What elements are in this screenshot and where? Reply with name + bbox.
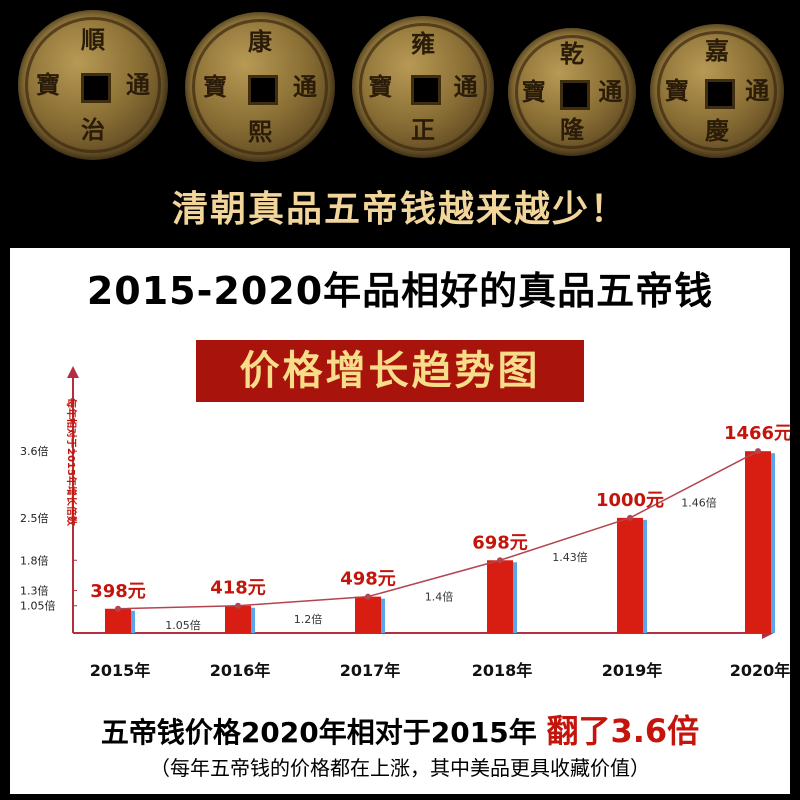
kangxi-coin: 康熙寶 通 [185, 12, 335, 162]
coin-square-hole [560, 80, 590, 110]
growth-label: 1.4倍 [425, 589, 454, 603]
qianlong-coin: 乾隆寶 通 [508, 28, 636, 156]
value-label: 398元 [90, 581, 146, 602]
value-label: 418元 [210, 578, 266, 599]
coin-inscription: 通 [453, 72, 478, 101]
jiaqing-coin: 嘉慶寶 通 [650, 24, 784, 158]
coin-inscription: 嘉 [705, 35, 729, 65]
summary-prefix: 五帝钱价格2020年相对于2015年 [100, 716, 537, 749]
value-label: 498元 [340, 569, 396, 590]
summary-line: 五帝钱价格2020年相对于2015年 翻了3.6倍 [10, 706, 790, 752]
yongzheng-coin: 雍正寶 通 [352, 16, 494, 158]
y-axis-title: 每年相对于2015年增长倍数 [65, 398, 78, 527]
coin-inscription: 寶 [36, 70, 60, 99]
x-tick-label: 2020年 [730, 661, 790, 680]
value-label: 1466元 [724, 423, 790, 444]
coin-square-hole [248, 75, 278, 105]
growth-label: 1.43倍 [552, 550, 588, 564]
trend-point [235, 602, 241, 609]
coin-square-hole [81, 73, 111, 103]
footnote: （每年五帝钱的价格都在上涨，其中美品更具收藏价值） [150, 756, 650, 780]
headline: 清朝真品五帝钱越来越少！ [171, 189, 628, 230]
y-tick-label: 3.6倍 [20, 444, 49, 458]
coin-inscription: 寶 [203, 72, 227, 101]
y-tick-label: 1.3倍 [20, 584, 49, 598]
coin-inscription: 寶 [368, 72, 393, 101]
coin-inscription: 隆 [560, 115, 584, 145]
coin-inscription: 正 [411, 114, 435, 144]
trend-point [497, 557, 503, 564]
y-axis-arrow [67, 366, 79, 378]
x-tick-label: 2019年 [602, 661, 663, 680]
bar [617, 517, 643, 633]
coin-inscription: 雍 [411, 29, 435, 59]
value-label: 698元 [472, 532, 528, 553]
trend-point [755, 448, 761, 455]
x-tick-label: 2015年 [90, 661, 151, 680]
chart-title-banner: 价格增长趋势图 [196, 340, 584, 402]
x-tick-label: 2017年 [340, 661, 401, 680]
summary-emphasis: 翻了3.6倍 [546, 712, 700, 750]
chart-panel: 2015-2020年品相好的真品五帝钱 价格增长趋势图 每年相对于2015年增长… [10, 248, 790, 794]
x-tick-label: 2018年 [472, 661, 533, 680]
coin-inscription: 通 [598, 77, 623, 106]
panel-title: 2015-2020年品相好的真品五帝钱 [86, 269, 714, 313]
growth-label: 1.46倍 [681, 496, 717, 510]
bar [225, 605, 251, 633]
coin-inscription: 慶 [705, 116, 729, 146]
y-tick-label: 2.5倍 [20, 511, 49, 525]
bar [105, 608, 131, 633]
x-tick-label: 2016年 [210, 661, 271, 680]
coin-inscription: 順 [81, 25, 105, 54]
y-tick-label: 1.8倍 [20, 553, 49, 567]
coin-inscription: 治 [81, 115, 105, 144]
coin-inscription: 熙 [248, 117, 272, 146]
coin-square-hole [705, 79, 735, 109]
trend-point [115, 605, 121, 612]
value-label: 1000元 [596, 490, 664, 511]
coin-inscription: 通 [126, 70, 150, 99]
coin-inscription: 乾 [560, 38, 584, 68]
shunzhi-coin: 順治寶 通 [18, 10, 168, 160]
bar [355, 596, 381, 633]
trend-point [365, 593, 371, 600]
coin-inscription: 通 [745, 76, 770, 105]
coin-inscription: 康 [248, 27, 272, 56]
coin-inscription: 通 [293, 72, 317, 101]
bar [745, 451, 771, 633]
growth-label: 1.05倍 [165, 618, 201, 632]
coin-inscription: 寶 [664, 76, 689, 105]
growth-label: 1.2倍 [294, 612, 323, 626]
coin-square-hole [411, 75, 441, 105]
bar [487, 560, 513, 633]
trend-line [117, 450, 759, 610]
coin-photo-strip: 順治寶通康熙寶通雍正寶通乾隆寶通嘉慶寶通 [0, 0, 800, 175]
coin-inscription: 寶 [521, 77, 546, 106]
trend-point [627, 514, 633, 521]
y-tick-label: 1.05倍 [20, 599, 56, 613]
